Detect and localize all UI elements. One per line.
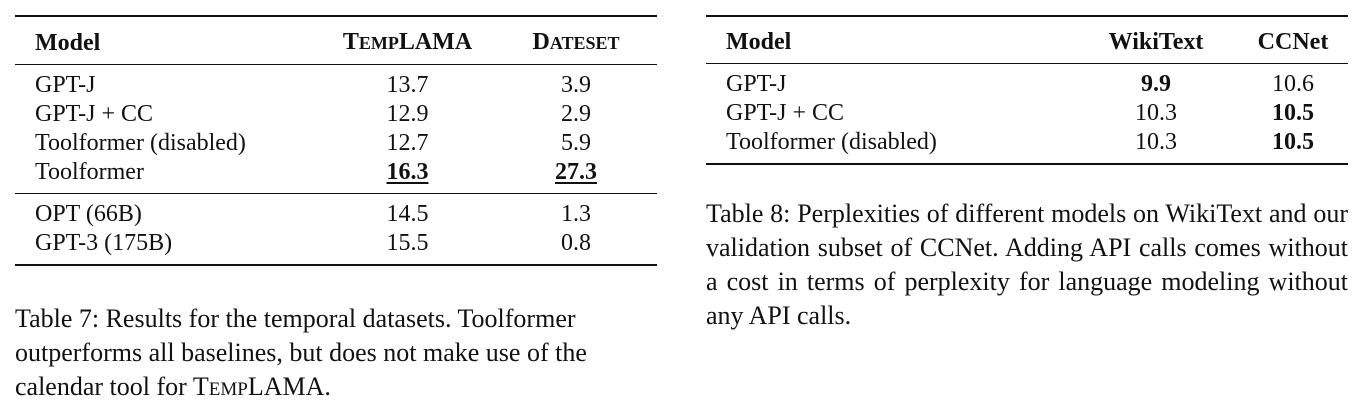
table-row: GPT-J 13.7 3.9	[15, 65, 657, 101]
table8-cell-model: GPT-J	[726, 71, 787, 97]
table-row: GPT-3 (175B) 15.5 0.8	[15, 229, 657, 265]
table8-header-wikitext: WikiText	[1108, 29, 1204, 55]
table7-cell-templama: 12.9	[386, 101, 429, 127]
table7-cell-templama: 15.5	[386, 230, 429, 256]
table-row: Toolformer (disabled) 12.7 5.9	[15, 129, 657, 158]
table8-cell-model: Toolformer (disabled)	[726, 129, 937, 155]
table8-caption: Table 8: Perplexities of different model…	[706, 199, 1348, 330]
table-row: GPT-J + CC 12.9 2.9	[15, 100, 657, 129]
table7-cell-dateset: 1.3	[495, 193, 657, 229]
table8-cell-ccnet: 10.6	[1272, 71, 1314, 97]
table-row: GPT-J 9.9 10.6	[706, 64, 1348, 100]
table-row: Toolformer (disabled) 10.3 10.5	[706, 128, 1348, 164]
table7-cell-model: Toolformer (disabled)	[35, 130, 246, 156]
table7-cell-dateset: 3.9	[561, 72, 591, 98]
best-value-ccnet: 10.5	[1272, 129, 1314, 155]
best-value-templama: 16.3	[386, 159, 429, 185]
table8-cell-ccnet-best: 10.5	[1238, 128, 1348, 164]
table7-cell-templama: 12.7	[386, 130, 429, 156]
table7-cell-model: GPT-3 (175B)	[35, 230, 173, 256]
table8-block: Model WikiText CCNet GPT-J 9.9 10.6 GPT-…	[706, 0, 1348, 165]
table8-header-ccnet: CCNet	[1257, 29, 1329, 55]
table7-caption: Table 7: Results for the temporal datase…	[15, 304, 587, 401]
table7-cell-templama: 14.5	[320, 193, 495, 229]
table7-cell-templama: 13.7	[386, 72, 429, 98]
table8: Model WikiText CCNet GPT-J 9.9 10.6 GPT-…	[706, 15, 1348, 165]
table7-cell-model: Toolformer	[35, 159, 144, 185]
table-row: Toolformer 16.3 27.3	[15, 158, 657, 194]
table8-cell-model: GPT-J + CC	[726, 100, 845, 126]
table7-cell-model: GPT-J	[35, 72, 96, 98]
table7-cell-model: GPT-J + CC	[35, 101, 154, 127]
table7-block: Model TEMPLAMA DATESET GPT-J 13.7 3.9 GP…	[15, 0, 657, 266]
table7-header-dateset: DATESET	[532, 29, 620, 55]
table8-cell-wikitext: 10.3	[1135, 129, 1177, 155]
table7: Model TEMPLAMA DATESET GPT-J 13.7 3.9 GP…	[15, 15, 657, 266]
table7-cell-templama-best: 16.3	[320, 158, 495, 194]
table8-header-model: Model	[726, 29, 792, 55]
table7-header-model: Model	[35, 29, 101, 56]
table-row: GPT-J + CC 10.3 10.5	[706, 99, 1348, 128]
table7-header-row: Model TEMPLAMA DATESET	[15, 16, 657, 65]
table8-cell-ccnet-best: 10.5	[1238, 99, 1348, 128]
table7-cell-dateset: 5.9	[561, 130, 591, 156]
table8-header-row: Model WikiText CCNet	[706, 16, 1348, 64]
table7-cell-dateset: 2.9	[561, 101, 591, 127]
best-value-wikitext: 9.9	[1141, 71, 1171, 97]
best-value-dateset: 27.3	[555, 159, 597, 185]
best-value-ccnet: 10.5	[1272, 100, 1314, 126]
table8-cell-wikitext: 10.3	[1135, 100, 1177, 126]
table7-header-templama: TEMPLAMA	[342, 29, 473, 55]
table7-cell-model: OPT (66B)	[15, 193, 320, 229]
table7-cell-dateset: 0.8	[561, 230, 591, 256]
table8-cell-wikitext-best: 9.9	[1074, 64, 1238, 100]
table7-cell-dateset-best: 27.3	[495, 158, 657, 194]
table-row: OPT (66B) 14.5 1.3	[15, 193, 657, 229]
